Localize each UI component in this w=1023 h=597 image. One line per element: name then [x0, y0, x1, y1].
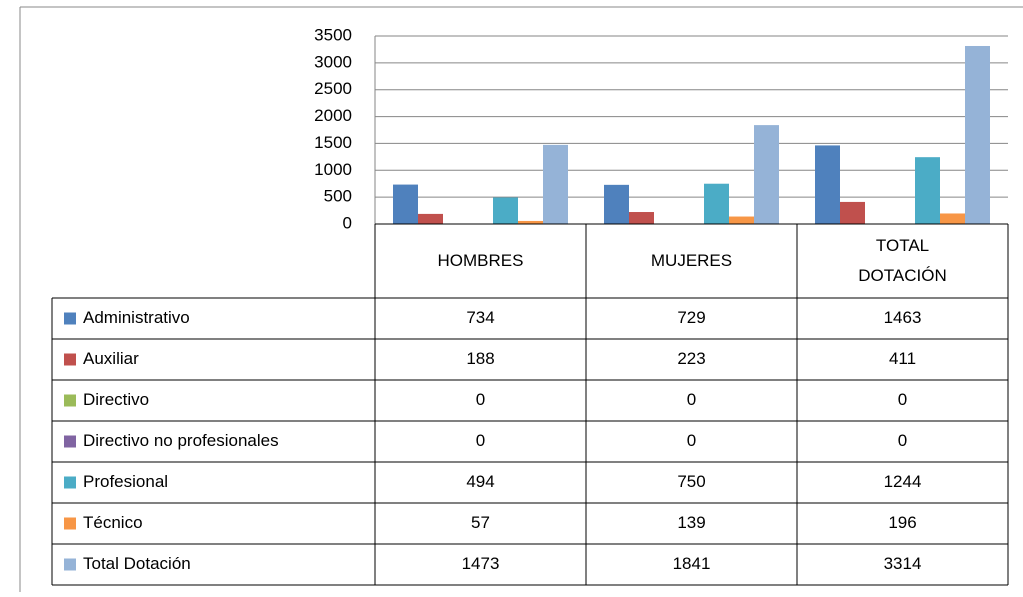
y-tick-label: 2500: [314, 79, 352, 98]
bar: [965, 45, 990, 224]
legend-label: Profesional: [83, 472, 168, 491]
y-tick-label: 500: [324, 187, 352, 206]
table-value: 1244: [884, 472, 922, 491]
table-value: 0: [476, 390, 485, 409]
table-value: 139: [677, 513, 705, 532]
x-tick-label: MUJERES: [586, 224, 797, 298]
y-tick-label: 1000: [314, 160, 352, 179]
legend-key: [64, 517, 76, 530]
category-text: HOMBRES: [437, 251, 524, 270]
table-value: 750: [677, 472, 705, 491]
table-value: 0: [687, 390, 696, 409]
bar: [604, 184, 629, 224]
table-value: 0: [687, 431, 696, 450]
legend-label: Total Dotación: [83, 554, 191, 573]
bar: [543, 144, 568, 224]
table-value: 734: [466, 308, 494, 327]
table-value: 223: [677, 349, 705, 368]
bar: [493, 197, 518, 224]
legend-key: [64, 435, 76, 448]
legend-label: Técnico: [83, 513, 143, 532]
table-value: 3314: [884, 554, 922, 573]
table-value: 188: [466, 349, 494, 368]
legend-key: [64, 312, 76, 325]
table-value: 1841: [673, 554, 711, 573]
bar: [629, 212, 654, 224]
y-tick-label: 2000: [314, 106, 352, 125]
legend-label: Administrativo: [83, 308, 190, 327]
bar: [729, 216, 754, 224]
bar: [915, 157, 940, 224]
table-value: 57: [471, 513, 490, 532]
y-tick-label: 0: [343, 213, 352, 232]
table-value: 494: [466, 472, 494, 491]
x-tick-label: HOMBRES: [375, 224, 586, 298]
bar: [815, 145, 840, 224]
table-value: 0: [898, 390, 907, 409]
legend-key: [64, 394, 76, 407]
legend-label: Directivo: [83, 390, 149, 409]
x-tick-label: TOTAL DOTACIÓN: [797, 224, 1008, 298]
table-value: 196: [888, 513, 916, 532]
table-value: 0: [476, 431, 485, 450]
bar: [704, 183, 729, 224]
bar: [840, 201, 865, 224]
table-value: 1463: [884, 308, 922, 327]
bar: [940, 213, 965, 224]
table-value: 0: [898, 431, 907, 450]
table-value: 411: [889, 349, 916, 368]
y-tick-label: 3500: [314, 25, 352, 44]
category-text: MUJERES: [650, 251, 733, 270]
bar: [393, 184, 418, 224]
legend-label: Directivo no profesionales: [83, 431, 279, 450]
legend-label: Auxiliar: [83, 349, 139, 368]
bar: [418, 213, 443, 224]
y-tick-label: 3000: [314, 52, 352, 71]
table-value: 729: [677, 308, 705, 327]
category-text: TOTAL DOTACIÓN: [858, 236, 947, 285]
table-value: 1473: [462, 554, 500, 573]
bar: [518, 220, 543, 224]
legend-key: [64, 476, 76, 489]
legend-key: [64, 558, 76, 571]
legend-key: [64, 353, 76, 366]
bar: [754, 125, 779, 224]
y-tick-label: 1500: [314, 133, 352, 152]
